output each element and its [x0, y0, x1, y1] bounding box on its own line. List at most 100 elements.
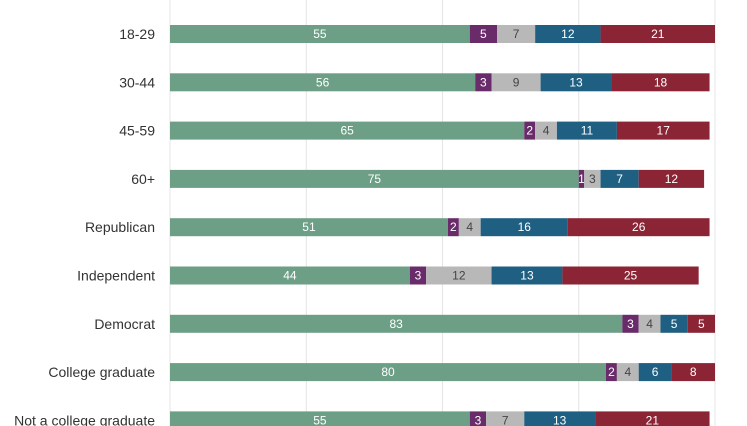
gridlines — [169, 0, 716, 426]
bar-segment — [170, 218, 448, 237]
bar-segment — [409, 266, 427, 285]
category-label: Republican — [85, 219, 155, 235]
bar-segment — [687, 314, 715, 333]
bar-segment — [660, 314, 688, 333]
data-label: 26 — [632, 220, 646, 234]
category-label: 30-44 — [119, 74, 155, 90]
data-label: 2 — [450, 220, 457, 234]
data-label: 21 — [651, 27, 665, 41]
data-label: 12 — [665, 172, 679, 186]
data-label: 4 — [624, 365, 631, 379]
data-label: 44 — [283, 269, 297, 283]
data-label: 56 — [316, 75, 330, 89]
bar-segment — [638, 363, 672, 382]
bar-segment — [491, 73, 541, 92]
bar-segment — [562, 266, 699, 285]
data-label: 4 — [466, 220, 473, 234]
bar-segment — [497, 25, 536, 43]
bar-segment — [540, 73, 612, 92]
data-label: 13 — [520, 269, 534, 283]
data-label: 8 — [690, 365, 697, 379]
data-label: 25 — [624, 269, 638, 283]
bar-segment — [524, 121, 536, 140]
data-label: 5 — [480, 27, 487, 41]
bar-segment — [458, 218, 481, 237]
bar-segment — [475, 73, 492, 92]
data-label: 3 — [415, 269, 422, 283]
data-label: 17 — [657, 124, 671, 138]
data-label: 4 — [646, 317, 653, 331]
bar-segment — [170, 266, 410, 285]
data-label: 83 — [389, 317, 403, 331]
bar-segment — [671, 363, 715, 382]
bar-segment — [480, 218, 568, 237]
data-label: 65 — [340, 124, 354, 138]
category-label: 18-29 — [119, 26, 155, 42]
data-label: 11 — [581, 124, 594, 138]
data-label: 51 — [302, 220, 316, 234]
category-labels: 18-29 30-44 45-59 60+ Republican Independent D… — [14, 26, 155, 426]
bar-segment — [491, 266, 563, 285]
bar-segment — [578, 169, 585, 188]
data-label: 13 — [569, 75, 583, 89]
data-label: 21 — [646, 413, 660, 426]
bar-segment — [535, 25, 601, 43]
bar-segment — [638, 314, 661, 333]
category-label: 45-59 — [119, 123, 155, 139]
bar-segment — [469, 25, 497, 43]
data-label: 12 — [452, 269, 466, 283]
bar-segment — [469, 411, 487, 426]
data-label: 75 — [368, 172, 382, 186]
bar-segment — [616, 363, 639, 382]
data-label: 6 — [652, 365, 659, 379]
data-label: 55 — [313, 413, 327, 426]
bar-segment — [170, 73, 476, 92]
bar-segment — [170, 121, 525, 140]
category-label: 60+ — [131, 171, 155, 187]
bar-segment — [170, 314, 623, 333]
category-label: Independent — [77, 268, 155, 284]
data-label: 3 — [627, 317, 634, 331]
data-label: 9 — [513, 75, 520, 89]
data-label: 13 — [553, 413, 567, 426]
data-label: 2 — [526, 124, 533, 138]
bar-segment — [535, 121, 557, 140]
bar-segment — [170, 169, 579, 188]
bar-segment — [556, 121, 617, 140]
bar-segment — [638, 169, 705, 188]
bar-segment — [611, 73, 710, 92]
data-label: 3 — [589, 172, 596, 186]
bar-segment — [567, 218, 710, 237]
bar-segment — [170, 25, 470, 43]
data-label: 5 — [671, 317, 678, 331]
bar-segment — [600, 169, 639, 188]
bar-segment — [584, 169, 601, 188]
bar-segment — [486, 411, 525, 426]
data-label: 1 — [578, 172, 585, 186]
category-label: College graduate — [48, 364, 155, 380]
data-label: 2 — [608, 365, 615, 379]
data-label: 5 — [698, 317, 705, 331]
category-label: Not a college graduate — [14, 412, 155, 426]
data-label: 18 — [654, 75, 668, 89]
category-label: Democrat — [94, 316, 155, 332]
data-label: 3 — [480, 75, 487, 89]
data-label: 55 — [313, 27, 327, 41]
data-label: 7 — [616, 172, 623, 186]
bar-segment — [616, 121, 710, 140]
bar-segment — [622, 314, 639, 333]
bar-segment — [447, 218, 459, 237]
bar-segment — [524, 411, 596, 426]
bar-segment — [170, 363, 606, 382]
data-label: 7 — [502, 413, 509, 426]
bar-segment — [606, 363, 617, 382]
data-label: 4 — [543, 124, 550, 138]
bar-segment — [426, 266, 492, 285]
bar-segment — [170, 411, 470, 426]
bar-segment — [600, 25, 715, 43]
data-label: 3 — [475, 413, 482, 426]
data-label: 7 — [513, 27, 520, 41]
bar-segment — [595, 411, 710, 426]
